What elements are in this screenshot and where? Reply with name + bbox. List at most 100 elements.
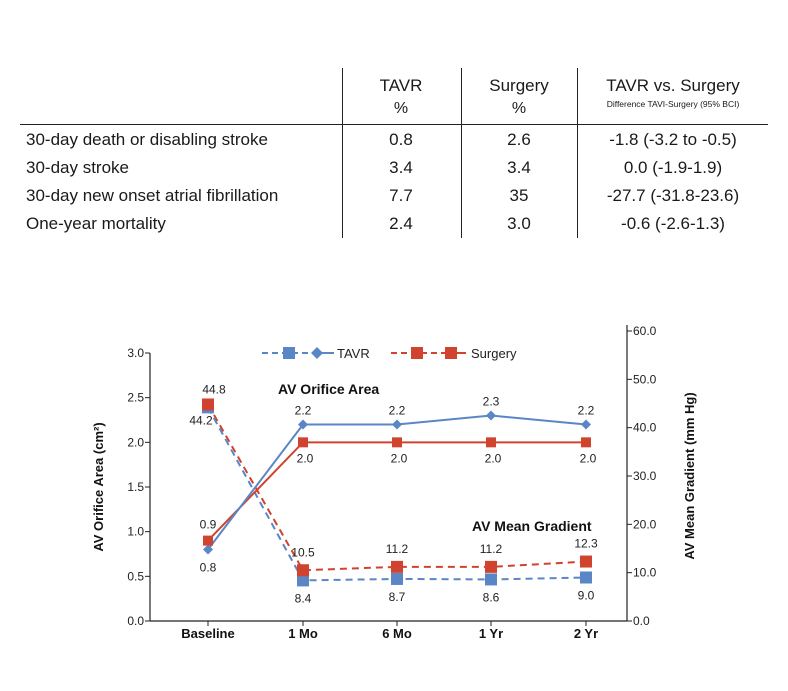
row-surgery-value: 2.6 — [507, 130, 531, 149]
row-label: 30-day new onset atrial fibrillation — [26, 186, 279, 205]
legend-surgery-label: Surgery — [471, 346, 517, 361]
header-tavr: TAVR % — [342, 68, 460, 124]
table-row: One-year mortality 2.4 3.0 -0.6 (-2.6-1.… — [20, 210, 768, 238]
tavr-gradient-point — [580, 571, 592, 584]
table-row: 30-day new onset atrial fibrillation 7.7… — [20, 182, 768, 210]
row-surgery-value: 3.4 — [507, 158, 531, 177]
surgery-gradient-data-label: 44.8 — [202, 382, 226, 396]
row-label: One-year mortality — [26, 214, 166, 233]
tavr-area-point — [392, 419, 402, 430]
header-divider — [20, 124, 768, 125]
left-y-tick-label: 3.0 — [127, 346, 144, 360]
tavr-gradient-data-label: 44.2 — [189, 413, 213, 427]
right-y-tick-label: 10.0 — [633, 566, 657, 580]
surgery-gradient-data-label: 11.2 — [386, 542, 409, 556]
surgery-gradient-data-label: 10.5 — [291, 545, 315, 559]
left-y-tick-label: 0.5 — [127, 569, 144, 583]
x-tick-label: Baseline — [181, 626, 234, 641]
tavr-area-point — [203, 544, 213, 555]
tavr-area-point — [298, 419, 308, 430]
annotation-mean-gradient: AV Mean Gradient — [472, 518, 592, 534]
tavr-gradient-data-label: 9.0 — [578, 589, 595, 603]
legend-surgery-marker — [445, 347, 457, 359]
row-difference-value: 0.0 (-1.9-1.9) — [623, 158, 723, 177]
column-divider — [342, 68, 343, 238]
surgery-gradient-point — [202, 398, 214, 411]
annotation-orifice-area: AV Orifice Area — [278, 381, 379, 397]
legend-tavr-label: TAVR — [337, 346, 370, 361]
right-axis-title: AV Mean Gradient (mm Hg) — [682, 392, 697, 559]
tavr-area-data-label: 0.8 — [200, 561, 217, 575]
surgery-area-data-label: 2.0 — [485, 451, 502, 465]
surgery-gradient-point — [391, 560, 403, 573]
tavr-gradient-data-label: 8.6 — [483, 590, 500, 604]
left-y-tick-label: 2.5 — [127, 391, 144, 405]
row-surgery-value: 35 — [509, 186, 529, 205]
tavr-gradient-data-label: 8.7 — [389, 590, 406, 604]
tavr-area-point — [581, 419, 591, 430]
surgery-area-point — [203, 535, 213, 546]
series-surgery-gradient-line — [207, 403, 587, 572]
row-tavr-value: 3.4 — [389, 158, 413, 177]
tavr-gradient-point — [297, 574, 309, 587]
left-y-tick-label: 0.0 — [127, 614, 144, 628]
legend-tavr-diamond-marker — [311, 347, 323, 359]
row-tavr-value: 0.8 — [389, 130, 413, 149]
row-tavr-value: 2.4 — [389, 214, 413, 233]
tavr-area-point — [486, 410, 496, 421]
left-y-tick-label: 1.0 — [127, 525, 144, 539]
surgery-area-data-label: 2.0 — [580, 451, 597, 465]
table-row: 30-day death or disabling stroke 0.8 2.6… — [20, 126, 768, 154]
surgery-area-data-label: 2.0 — [391, 451, 408, 465]
row-surgery-value: 3.0 — [507, 214, 531, 233]
row-label: 30-day stroke — [26, 158, 129, 177]
legend-tavr-square-marker — [283, 347, 295, 359]
surgery-area-data-label: 0.9 — [200, 518, 217, 532]
table-row: 30-day stroke 3.4 3.4 0.0 (-1.9-1.9) — [20, 154, 768, 182]
tavr-area-data-label: 2.2 — [578, 403, 595, 417]
column-divider — [577, 68, 578, 238]
x-tick-label: 2 Yr — [574, 626, 598, 641]
right-y-tick-label: 20.0 — [633, 517, 657, 531]
right-y-tick-label: 0.0 — [633, 614, 650, 628]
tavr-area-data-label: 2.3 — [483, 395, 500, 409]
tavr-gradient-data-label: 8.4 — [295, 591, 312, 605]
row-tavr-value: 7.7 — [389, 186, 413, 205]
surgery-gradient-point — [580, 555, 592, 568]
surgery-gradient-point — [485, 560, 497, 573]
surgery-area-point — [298, 437, 308, 448]
x-tick-label: 1 Yr — [479, 626, 503, 641]
header-difference-title: TAVR vs. Surgery — [606, 76, 740, 95]
tavr-gradient-point — [391, 572, 403, 585]
header-difference-subtitle: Difference TAVI-Surgery (95% BCI) — [606, 99, 740, 109]
tavr-gradient-point — [485, 573, 497, 586]
surgery-gradient-point — [297, 564, 309, 577]
right-y-tick-label: 60.0 — [633, 324, 657, 338]
header-tavr-unit: % — [393, 100, 409, 117]
surgery-gradient-data-label: 11.2 — [480, 542, 503, 556]
surgery-gradient-data-label: 12.3 — [574, 537, 598, 551]
left-y-tick-label: 1.5 — [127, 480, 144, 494]
row-difference-value: -27.7 (-31.8-23.6) — [606, 186, 740, 205]
row-label: 30-day death or disabling stroke — [26, 130, 268, 149]
left-axis-title: AV Orifice Area (cm²) — [91, 422, 106, 551]
tavr-area-data-label: 2.2 — [295, 403, 312, 417]
surgery-area-point — [392, 437, 402, 448]
header-difference: TAVR vs. Surgery Difference TAVI-Surgery… — [578, 68, 768, 124]
tavr-area-data-label: 2.2 — [389, 403, 406, 417]
legend-surgery-square-marker — [411, 347, 423, 359]
header-tavr-title: TAVR — [379, 76, 423, 95]
x-tick-label: 6 Mo — [382, 626, 412, 641]
row-difference-value: -0.6 (-2.6-1.3) — [621, 214, 725, 233]
right-y-tick-label: 30.0 — [633, 469, 657, 483]
surgery-area-point — [486, 437, 496, 448]
header-surgery-title: Surgery — [489, 76, 549, 95]
surgery-area-data-label: 2.0 — [297, 451, 314, 465]
header-surgery-unit: % — [511, 100, 527, 117]
row-difference-value: -1.8 (-3.2 to -0.5) — [609, 130, 737, 149]
column-divider — [461, 68, 462, 238]
header-surgery: Surgery % — [462, 68, 576, 124]
right-y-tick-label: 40.0 — [633, 421, 657, 435]
left-y-tick-label: 2.0 — [127, 435, 144, 449]
